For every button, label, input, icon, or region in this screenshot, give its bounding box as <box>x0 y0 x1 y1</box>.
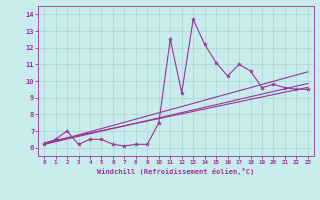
X-axis label: Windchill (Refroidissement éolien,°C): Windchill (Refroidissement éolien,°C) <box>97 168 255 175</box>
